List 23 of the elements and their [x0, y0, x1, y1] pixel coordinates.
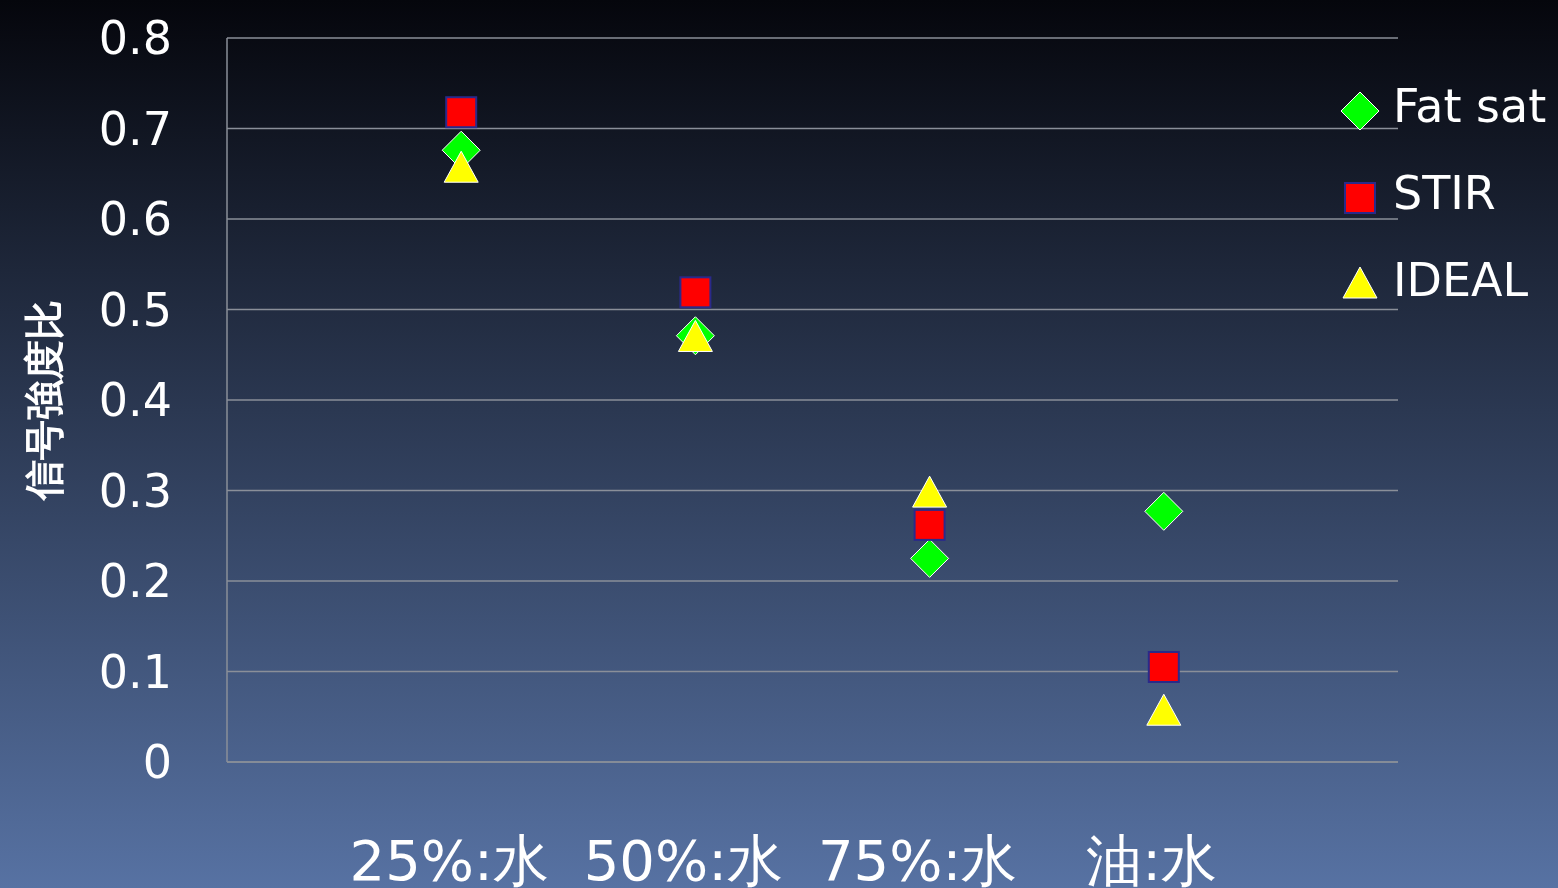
- y-tick-label: 0.1: [98, 644, 172, 699]
- point: [1147, 650, 1180, 683]
- y-tick-label: 0: [142, 735, 172, 789]
- y-axis-title: 信号強度比: [21, 300, 67, 502]
- point: [1144, 491, 1184, 531]
- y-tick-label: 0.7: [98, 101, 172, 156]
- y-tick-label: 0.5: [98, 282, 172, 337]
- x-tick-label: 油:水: [1086, 828, 1218, 888]
- y-tick-label: 0.6: [98, 192, 172, 246]
- point: [445, 96, 478, 129]
- point: [679, 276, 712, 309]
- legend-label: Fat sat: [1393, 79, 1547, 133]
- x-tick-label: 75%:水: [817, 828, 1018, 888]
- x-tick-label: 50%:水: [583, 828, 784, 888]
- y-tick-label: 0.8: [98, 11, 172, 65]
- x-tick-label: 25%:水: [349, 828, 549, 888]
- legend-label: IDEAL: [1393, 253, 1529, 307]
- y-tick-label: 0.3: [98, 463, 172, 518]
- point: [913, 508, 946, 541]
- point: [910, 538, 950, 578]
- y-tick-label: 0.4: [98, 373, 172, 427]
- legend-label: STIR: [1393, 166, 1496, 220]
- y-tick-label: 0.2: [98, 554, 172, 608]
